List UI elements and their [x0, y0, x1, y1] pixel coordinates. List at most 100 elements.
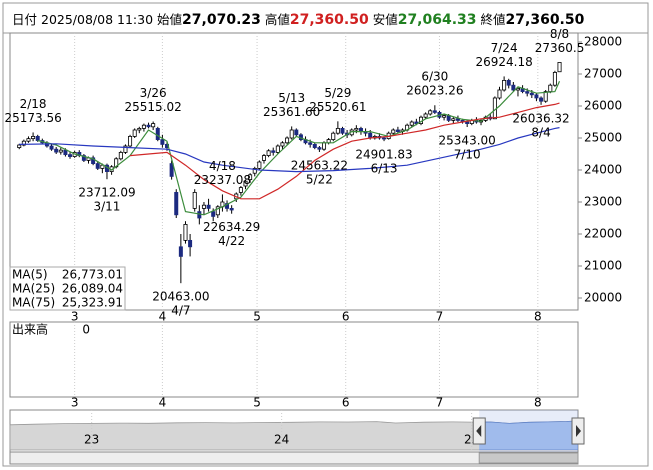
annotation-date: 7/24	[491, 41, 518, 55]
y-tick-label: 25000	[584, 130, 622, 144]
ma-line	[130, 102, 560, 200]
candle-body	[539, 97, 544, 102]
candle-body	[455, 118, 460, 121]
candle-body	[451, 118, 456, 121]
candle-body	[54, 148, 59, 153]
candle-body	[525, 91, 530, 94]
y-tick-label: 28000	[584, 34, 622, 48]
candle-body	[58, 149, 63, 153]
candle-body	[160, 139, 165, 145]
annotation-date: 5/22	[306, 172, 333, 186]
annotation-date: 8/4	[531, 125, 550, 139]
candle-body	[178, 246, 183, 257]
low-value: 27,064.33	[397, 12, 477, 28]
candle-body	[308, 142, 313, 145]
x-tick-label: 3	[71, 310, 79, 324]
candle-body	[211, 211, 216, 217]
candle-body	[465, 121, 470, 124]
annotation-value: 25361.60	[263, 105, 320, 119]
ma-legend-box	[9, 266, 126, 311]
candle-body	[26, 138, 31, 142]
candle-body	[294, 129, 299, 136]
candle-body	[188, 239, 193, 248]
candle-body	[229, 207, 234, 211]
candle-body	[21, 140, 26, 146]
datetime: 2025/08/08 11:30	[41, 12, 154, 27]
candle-body	[534, 94, 539, 99]
candle-body	[248, 174, 253, 180]
candle-body	[271, 150, 276, 153]
candle-body	[409, 121, 414, 126]
x-tick-label: 7	[436, 396, 444, 410]
annotation-date: 8/8	[550, 27, 569, 41]
x-tick-label: 5	[253, 396, 261, 410]
candle-body	[252, 167, 257, 174]
candle-body	[243, 180, 248, 187]
candle-body	[238, 187, 243, 193]
candle-body	[206, 204, 211, 209]
navigator-window-area	[479, 420, 578, 450]
annotation-value: 26036.32	[512, 111, 569, 125]
candle-body	[261, 155, 266, 161]
annotation-value: 20463.00	[152, 290, 209, 304]
candle-body	[395, 129, 400, 132]
annotation-date: 3/11	[93, 200, 120, 214]
annotation-date: 7/10	[454, 148, 481, 162]
candle-body	[151, 123, 156, 128]
annotation-value: 23712.09	[78, 186, 135, 200]
candle-body	[123, 145, 128, 153]
annotation-date: 2/18	[20, 97, 47, 111]
x-tick-label: 7	[436, 310, 444, 324]
annotation-value: 27360.5	[535, 41, 585, 55]
y-tick-label: 22000	[584, 226, 622, 240]
candle-body	[331, 132, 336, 140]
candle-body	[497, 89, 502, 99]
date-label: 日付	[12, 12, 38, 27]
price-panel	[9, 32, 579, 311]
candle-body	[446, 115, 451, 121]
candle-body	[197, 211, 202, 219]
x-tick-label: 3	[71, 396, 79, 410]
candle-body	[35, 135, 40, 141]
y-tick-label: 23000	[584, 194, 622, 208]
legend-value: 26,089.04	[62, 282, 123, 296]
open-value: 27,070.23	[182, 12, 261, 28]
y-tick-label: 27000	[584, 66, 622, 80]
navigator-tick-label: 24	[274, 433, 289, 447]
volume-label: 出来高	[12, 322, 48, 337]
annotation-value: 24563.22	[291, 158, 348, 172]
annotation-value: 25343.00	[439, 134, 496, 148]
annotation-date: 6/13	[371, 162, 398, 176]
candle-body	[317, 147, 322, 150]
annotation-value: 24901.83	[355, 148, 412, 162]
candle-body	[335, 127, 340, 134]
candle-body	[132, 129, 137, 137]
candle-body	[155, 127, 160, 140]
y-tick-label: 21000	[584, 258, 622, 272]
legend-value: 26,773.01	[62, 268, 123, 282]
candle-body	[215, 206, 220, 216]
volume-value: 0	[82, 323, 90, 337]
candle-body	[192, 191, 197, 209]
candle-body	[506, 79, 511, 86]
legend-value: 25,323.91	[62, 296, 123, 310]
annotation-date: 4/18	[209, 159, 236, 173]
candle-body	[68, 154, 73, 157]
navigator-window	[479, 410, 578, 452]
candle-body	[289, 129, 294, 139]
candle-body	[95, 163, 100, 169]
candle-body	[141, 124, 146, 129]
handle-arrow	[576, 425, 581, 437]
candle-body	[382, 137, 387, 140]
candle-body	[428, 110, 433, 115]
x-tick-label: 8	[534, 396, 542, 410]
annotation-value: 25173.56	[4, 111, 61, 125]
x-tick-label: 4	[159, 310, 167, 324]
close-label: 終値	[480, 12, 506, 27]
candle-body	[118, 151, 123, 160]
candle-body	[543, 91, 548, 102]
navigator-tick-label: 23	[84, 433, 99, 447]
header: 日付 2025/08/08 11:30 始値27,070.23 高値27,360…	[12, 9, 584, 28]
